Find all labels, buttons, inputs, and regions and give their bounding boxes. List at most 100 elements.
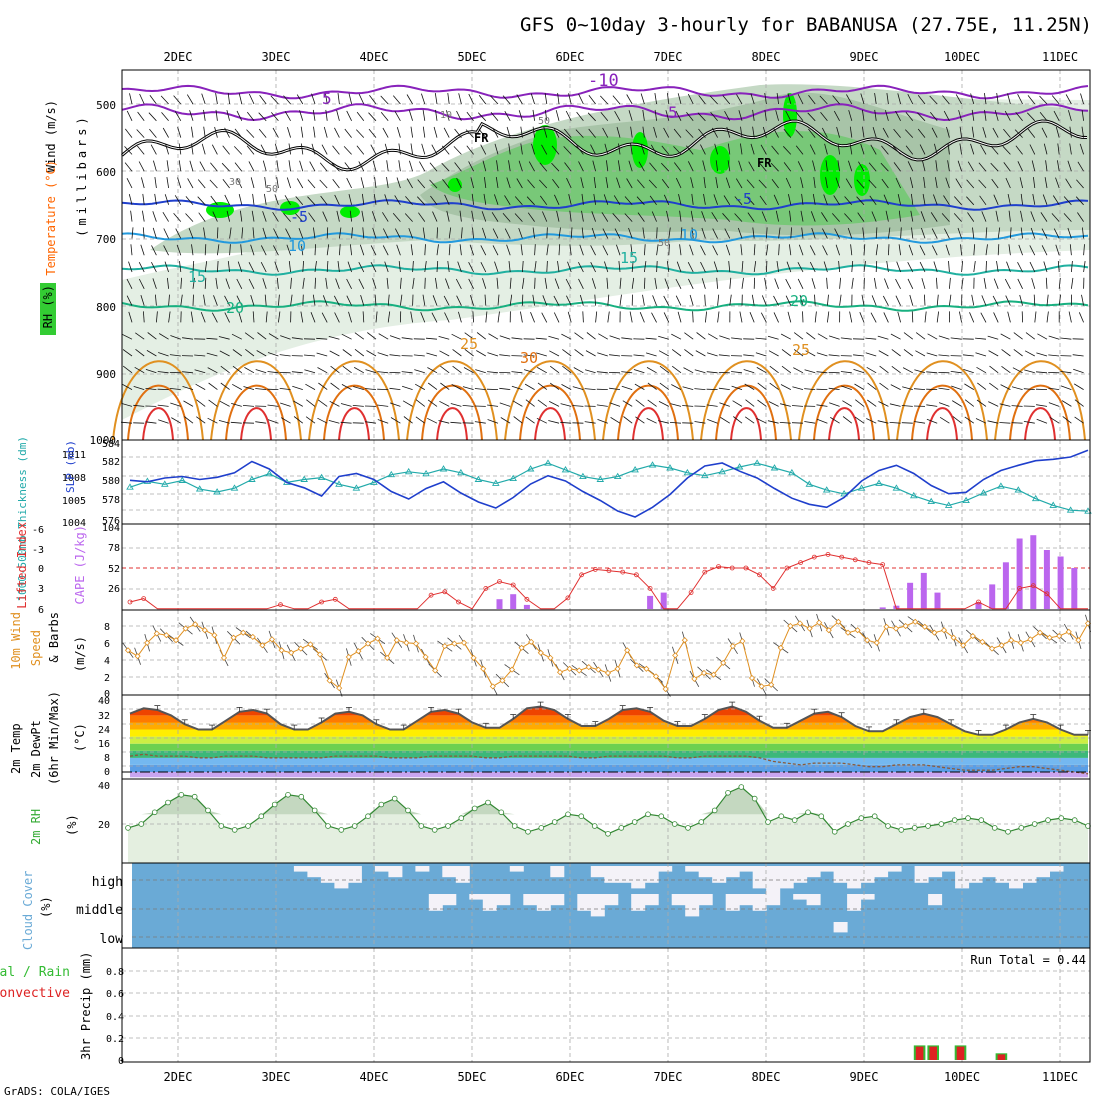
temp-band-7: [122, 722, 1090, 729]
cape-ylabel-lifted: Lifted Index: [15, 522, 29, 609]
wind-speed-point: [874, 640, 879, 645]
label-rh-10: 10: [440, 110, 452, 121]
wind-speed-point: [404, 640, 409, 645]
cloud-gap-high: [699, 866, 713, 877]
label-20-a: 20: [226, 299, 244, 317]
top-date-3dec: 3DEC: [262, 50, 291, 64]
label-minus10: -10: [588, 71, 619, 91]
cape-bar: [1017, 539, 1023, 610]
precip-ylabel-axis: 3hr Precip (mm): [79, 952, 93, 1060]
frame-slp: [122, 440, 1090, 524]
temp-band-4: [122, 744, 1090, 751]
slp-left-tick-582: 582: [102, 457, 120, 468]
temp-tick-16: 16: [98, 739, 110, 750]
label-minus5-a: 5: [322, 89, 332, 108]
wind-speed-point: [807, 626, 812, 631]
temp-ylabel-3: (6hr Min/Max): [47, 691, 61, 785]
rh-point: [312, 808, 317, 813]
cloud-gap-middle: [523, 894, 537, 905]
wind-ylabel-1: 10m Wind: [9, 612, 23, 670]
cloud-gap-high: [847, 866, 861, 888]
barb: [1012, 423, 1023, 424]
label-rh-50-a: 50: [538, 116, 550, 127]
cloud-gap-middle: [672, 894, 686, 905]
wind-speed-point: [442, 644, 447, 649]
wind-ylabel-units: (m/s): [73, 636, 87, 672]
cloud-gap-middle: [645, 894, 659, 905]
temp-ylabel-units: (°C): [73, 723, 87, 752]
barb: [327, 227, 328, 238]
top-date-6dec: 6DEC: [556, 50, 585, 64]
rh-point: [139, 822, 144, 827]
wind-tick-6: 6: [104, 639, 110, 650]
precip-tick-02: 0.2: [106, 1034, 124, 1045]
cloud-gap-middle: [483, 894, 497, 911]
rh-point: [886, 824, 891, 829]
rh-point: [179, 792, 184, 797]
sounding-tick-600: 600: [96, 166, 116, 179]
label-30: 30: [520, 349, 538, 367]
rh-point: [419, 824, 424, 829]
cloud-gap-middle: [739, 894, 753, 905]
cloud-gap-high: [888, 866, 902, 872]
precip-ylabel-conv: Convective: [0, 986, 70, 1001]
cloud-gap-middle: [631, 894, 645, 911]
temp-band-6: [122, 730, 1090, 737]
sounding-ylabel-temp: Temperature (°C): [44, 160, 58, 276]
thickness-line: [130, 463, 1088, 511]
rh-point: [992, 826, 997, 831]
rh-tick-20: 20: [98, 820, 110, 831]
rh-point: [526, 829, 531, 834]
label-10-a: 10: [288, 237, 306, 255]
rh-point: [1019, 826, 1024, 831]
rh-point: [592, 824, 597, 829]
wind-speed-point: [625, 648, 630, 653]
cape-bar: [935, 593, 941, 609]
label-25-b: 25: [792, 341, 810, 359]
wind-speed-point: [241, 630, 246, 635]
rh-point: [286, 792, 291, 797]
rh-point: [686, 826, 691, 831]
cape-left-tick-6: 6: [38, 605, 44, 616]
precip-conv-bar: [916, 1047, 924, 1060]
cloud-gap-high: [753, 866, 767, 888]
sounding-tick-500: 500: [96, 99, 116, 112]
cloud-gap-middle: [699, 894, 713, 905]
cloud-gap-high: [658, 866, 672, 872]
wind-speed-point: [1018, 640, 1023, 645]
rh-point: [459, 816, 464, 821]
precip-conv-bar: [957, 1047, 965, 1060]
rh-point: [486, 800, 491, 805]
cape-bar: [921, 573, 927, 609]
cloud-gap-middle: [577, 894, 591, 911]
lifted-index-line: [130, 554, 1088, 608]
rh-max-1: [632, 132, 648, 168]
cape-right-tick-78: 78: [108, 543, 120, 554]
rh-point: [1006, 829, 1011, 834]
temp2m-panel: [122, 695, 1091, 779]
bottom-date-5dec: 5DEC: [458, 1070, 487, 1084]
rh-point: [779, 814, 784, 819]
cloud-gap-low: [834, 922, 848, 932]
sounding-ylabel-units: (millibars): [75, 113, 89, 236]
rh2m-panel: [122, 779, 1090, 863]
wind-ylabel-3: & Barbs: [47, 612, 61, 663]
rh-point: [1072, 818, 1077, 823]
rh-point: [206, 808, 211, 813]
cape-ylabel-cape: CAPE (J/kg): [73, 525, 87, 604]
sounding-panel: [113, 70, 1090, 440]
rh-tick-40: 40: [98, 781, 110, 792]
rh-point: [766, 820, 771, 825]
cloud-gap-high: [1009, 866, 1023, 888]
top-date-10dec: 10DEC: [944, 50, 980, 64]
wind-speed-point: [212, 633, 217, 638]
rh-point: [379, 802, 384, 807]
precip-conv-bar: [929, 1047, 937, 1060]
cloud-gap-high: [874, 866, 888, 877]
wind-speed-point: [375, 636, 380, 641]
rh-point: [432, 828, 437, 833]
cloud-gap-middle: [753, 894, 767, 911]
slp-left-tick-578: 578: [102, 495, 120, 506]
